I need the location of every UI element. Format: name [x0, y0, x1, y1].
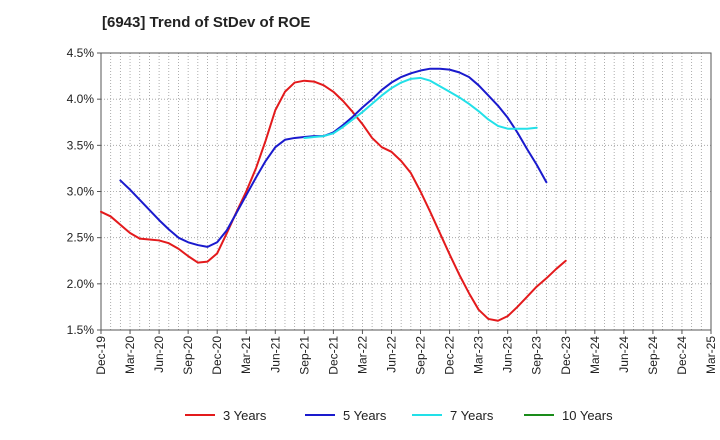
- y-tick-label: 4.5%: [67, 46, 95, 60]
- x-tick-label: Jun-23: [501, 336, 515, 373]
- x-tick-label: Dec-19: [94, 336, 108, 375]
- legend-label: 3 Years: [223, 408, 267, 423]
- x-tick-label: Mar-21: [239, 336, 253, 374]
- y-tick-label: 3.5%: [67, 138, 95, 152]
- x-tick-label: Jun-24: [617, 336, 631, 373]
- x-tick-label: Dec-21: [326, 336, 340, 375]
- x-tick-label: Dec-24: [675, 336, 689, 375]
- plot-area-frame: [100, 52, 712, 331]
- x-tick-label: Sep-21: [297, 336, 311, 375]
- x-tick-label: Sep-22: [414, 336, 428, 375]
- x-tick-label: Jun-21: [268, 336, 282, 373]
- x-tick-label: Sep-24: [646, 336, 660, 375]
- y-tick-label: 3.0%: [67, 185, 95, 199]
- series-line-7-years: [303, 76, 538, 139]
- y-tick-label: 4.0%: [67, 92, 95, 106]
- x-tick-label: Mar-20: [123, 336, 137, 374]
- legend-label: 5 Years: [343, 408, 387, 423]
- chart-title: [6943] Trend of StDev of ROE: [102, 14, 311, 31]
- x-tick-label: Sep-20: [181, 336, 195, 375]
- y-tick-label: 2.5%: [67, 231, 95, 245]
- x-tick-label: Mar-23: [472, 336, 486, 374]
- x-tick-label: Dec-20: [210, 336, 224, 375]
- x-tick-label: Jun-22: [384, 336, 398, 373]
- x-tick-label: Sep-23: [530, 336, 544, 375]
- x-tick-label: Mar-25: [704, 336, 718, 374]
- legend-label: 7 Years: [450, 408, 494, 423]
- series-line-3-years: [100, 79, 567, 322]
- y-tick-label: 2.0%: [67, 277, 95, 291]
- x-tick-label: Jun-20: [152, 336, 166, 373]
- y-tick-label: 1.5%: [67, 323, 95, 337]
- x-tick-label: Dec-23: [559, 336, 573, 375]
- legend-label: 10 Years: [562, 408, 613, 423]
- x-tick-label: Dec-22: [443, 336, 457, 375]
- x-tick-label: Mar-24: [588, 336, 602, 374]
- x-tick-label: Mar-22: [355, 336, 369, 374]
